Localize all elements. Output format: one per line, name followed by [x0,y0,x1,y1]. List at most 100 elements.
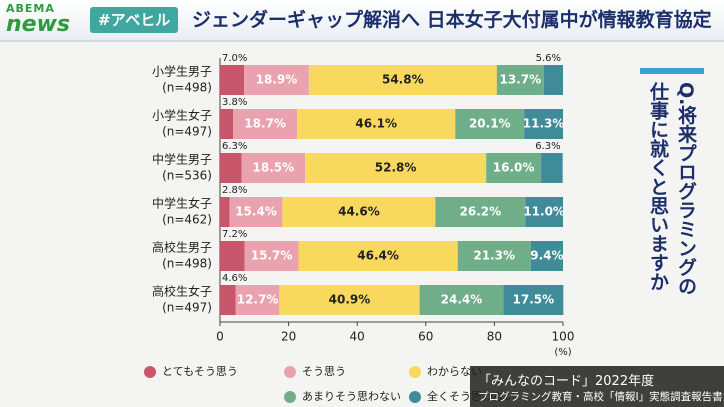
category-sublabel: (n=498) [162,257,212,271]
category-label: 小学生女子 [152,108,212,123]
bar-segment [220,285,236,315]
value-label: 20.1% [469,117,511,131]
logo-bottom: news [6,12,71,37]
category-sublabel: (n=462) [162,213,212,227]
hashtag: #アベヒル [90,7,179,33]
bar-segment [457,241,531,271]
legend-label: とてもそう思う [162,365,238,378]
x-unit-label: (%) [554,347,571,358]
caption-line: プログラミング教育・高校「情報Ⅰ」実態調査報告書から [478,391,724,403]
bar-segment [220,153,242,183]
value-label: 12.7% [237,293,279,307]
x-tick-label: 20 [281,330,296,344]
legend-label: そう思う [302,365,346,378]
bar-segment [233,109,298,139]
bar-segment [235,285,280,315]
value-label: 17.5% [513,293,555,307]
bar-segment [486,153,542,183]
value-label: 16.0% [493,161,535,175]
bar-segment [496,65,544,95]
category-label: 中学生男子 [152,152,212,167]
value-label: 46.4% [357,249,399,263]
bar-segment [525,197,563,227]
value-label: 24.4% [441,293,483,307]
value-label: 15.7% [251,249,293,263]
x-tick-label: 60 [418,330,433,344]
question-line: Q.将来プログラミングの [675,82,697,296]
category-label: 小学生男子 [152,64,212,79]
bar-segment [220,197,230,227]
value-label: 5.6% [536,53,561,64]
value-label: 54.8% [382,73,424,87]
value-label: 6.3% [535,141,560,152]
value-label: 52.8% [375,161,417,175]
value-label: 21.3% [473,249,515,263]
bar-segment [503,285,564,315]
bar-segment [530,241,563,271]
x-tick-label: 0 [216,330,224,344]
bar-segment [435,197,526,227]
x-tick-label: 80 [487,330,502,344]
legend-swatch [284,366,296,378]
legend-swatch [284,391,296,403]
category-label: 高校生男子 [152,240,212,255]
bar-segment [229,197,283,227]
bar-segment [308,65,497,95]
logo: ABEMA news [6,2,88,38]
value-label: 18.5% [253,161,295,175]
caption-line: 「みんなのコード」2022年度 [478,374,655,389]
legend-swatch [409,366,421,378]
category-sublabel: (n=498) [162,81,212,95]
category-label: 中学生女子 [152,196,212,211]
category-sublabel: (n=497) [162,301,212,315]
value-label: 11.0% [523,205,565,219]
value-label: 4.6% [222,273,247,284]
category-sublabel: (n=536) [162,169,212,183]
accent-bar [640,68,704,74]
bar-segment [220,109,234,139]
bar-segment [543,65,563,95]
value-label: 15.4% [235,205,277,219]
bar-segment [244,241,299,271]
bar-segment [541,153,563,183]
value-label: 3.8% [222,97,247,108]
question-line: 仕事に就くと思いますか [647,82,669,291]
bar-segment [524,109,563,139]
bar-segment [220,241,245,271]
category-label: 高校生女子 [152,284,212,299]
bar-segment [305,153,487,183]
question-text: Q.将来プログラミングの 仕事に就くと思いますか [644,82,700,295]
value-label: 7.2% [222,229,247,240]
value-label: 2.8% [222,185,247,196]
bar-segment [244,65,309,95]
legend-label: あまりそう思わない [302,390,401,403]
bar-segment [419,285,504,315]
legend-swatch [144,366,156,378]
x-tick-label: 40 [350,330,365,344]
bar-segment [220,65,245,95]
value-label: 46.1% [355,117,397,131]
value-label: 11.3% [523,117,565,131]
bar-segment [241,153,306,183]
value-label: 40.9% [329,293,371,307]
legend-label: わからない [427,365,482,378]
header: ABEMA news #アベヒル ジェンダーギャップ解消へ 日本女子大付属中が情… [0,0,724,42]
bar-segment [282,197,436,227]
value-label: 7.0% [222,53,247,64]
value-label: 18.9% [256,73,298,87]
category-sublabel: (n=497) [162,125,212,139]
value-label: 9.4% [530,249,563,263]
value-label: 13.7% [499,73,541,87]
bar-segment [298,241,458,271]
source-caption: 「みんなのコード」2022年度 プログラミング教育・高校「情報Ⅰ」実態調査報告書… [470,366,724,407]
value-label: 26.2% [460,205,502,219]
value-label: 6.3% [222,141,247,152]
question: Q.将来プログラミングの 仕事に就くと思いますか [640,68,704,358]
legend-swatch [409,391,421,403]
headline: ジェンダーギャップ解消へ 日本女子大付属中が情報教育協定 [192,9,712,31]
logo-top: ABEMA [6,2,55,15]
value-label: 44.6% [338,205,380,219]
value-label: 18.7% [244,117,286,131]
